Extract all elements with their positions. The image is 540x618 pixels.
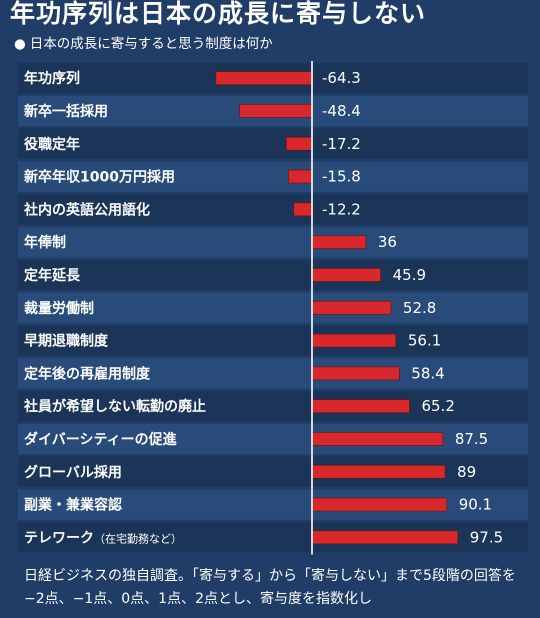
row-background [18, 227, 528, 258]
category-label: 裁量労働制 [24, 300, 94, 317]
category-label: ダイバーシティーの促進 [24, 431, 177, 448]
value-label: 45.9 [393, 266, 426, 284]
bar [311, 235, 367, 249]
value-label: -15.8 [322, 168, 361, 186]
category-label: 早期退職制度 [24, 333, 109, 350]
category-label: 定年延長 [24, 267, 81, 284]
value-label: 87.5 [455, 430, 488, 448]
bar [293, 202, 313, 217]
bar [311, 300, 392, 315]
value-label: 58.4 [411, 364, 444, 382]
value-label: 97.5 [470, 528, 503, 546]
category-label: 定年後の再雇用制度 [24, 365, 151, 382]
row-background [18, 161, 528, 192]
category-label: グローバル採用 [24, 464, 122, 481]
bar [215, 71, 313, 85]
footnote: 日経ビジネスの独自調査。「寄与する」から「寄与しない」まで5段階の回答を−2点、… [24, 568, 516, 607]
subtitle-text: 日本の成長に寄与すると思う制度は何か [29, 36, 273, 52]
bar [311, 530, 459, 545]
category-label: 新卒年収1000万円採用 [24, 169, 175, 186]
category-label: 年功序列 [24, 70, 80, 87]
value-label: -64.3 [322, 69, 361, 87]
bar [311, 464, 446, 479]
bar [311, 268, 381, 282]
bar-chart: 年功序列 -64.3 新卒一括採用 -48.4 役職定年 -17.2 新卒年収1000万円採… [18, 61, 528, 555]
value-label: 56.1 [408, 332, 441, 350]
category-label: 社内の英語公用語化 [23, 201, 150, 218]
bar [285, 136, 313, 151]
chart-title: 年功序列は日本の成長に寄与しない [10, 0, 427, 28]
row-background [18, 128, 528, 159]
row-background [18, 325, 528, 356]
row-background [18, 292, 528, 323]
category-label: 年俸制 [24, 234, 66, 251]
category-label: 社員が希望しない転勤の廃止 [23, 398, 206, 415]
bar [311, 432, 444, 446]
value-label: -12.2 [322, 200, 361, 218]
bar [239, 104, 313, 118]
chart-subtitle: ● 日本の成長に寄与すると思う制度は何か [14, 32, 273, 52]
bar [311, 399, 410, 413]
row-background [18, 194, 528, 225]
category-note: （在宅勤務など） [94, 531, 182, 545]
category-label: 新卒一括採用 [24, 103, 108, 120]
bullet-icon: ● [14, 36, 26, 52]
value-label: 65.2 [421, 397, 454, 415]
value-label: -17.2 [322, 135, 361, 153]
value-label: 89 [457, 463, 476, 481]
bar [311, 497, 447, 512]
row-background [18, 391, 528, 422]
value-label: 90.1 [459, 496, 492, 514]
row-background [18, 358, 528, 389]
row-background [18, 259, 528, 291]
category-label: テレワーク（在宅勤務など） [24, 530, 182, 546]
category-label: 役職定年 [24, 136, 80, 153]
bar [311, 366, 400, 381]
bar [311, 333, 397, 348]
bar [288, 169, 313, 184]
category-label: 副業・兼業容認 [24, 497, 122, 514]
value-label: -48.4 [322, 102, 361, 120]
value-label: 52.8 [403, 299, 436, 317]
value-label: 36 [378, 233, 397, 251]
